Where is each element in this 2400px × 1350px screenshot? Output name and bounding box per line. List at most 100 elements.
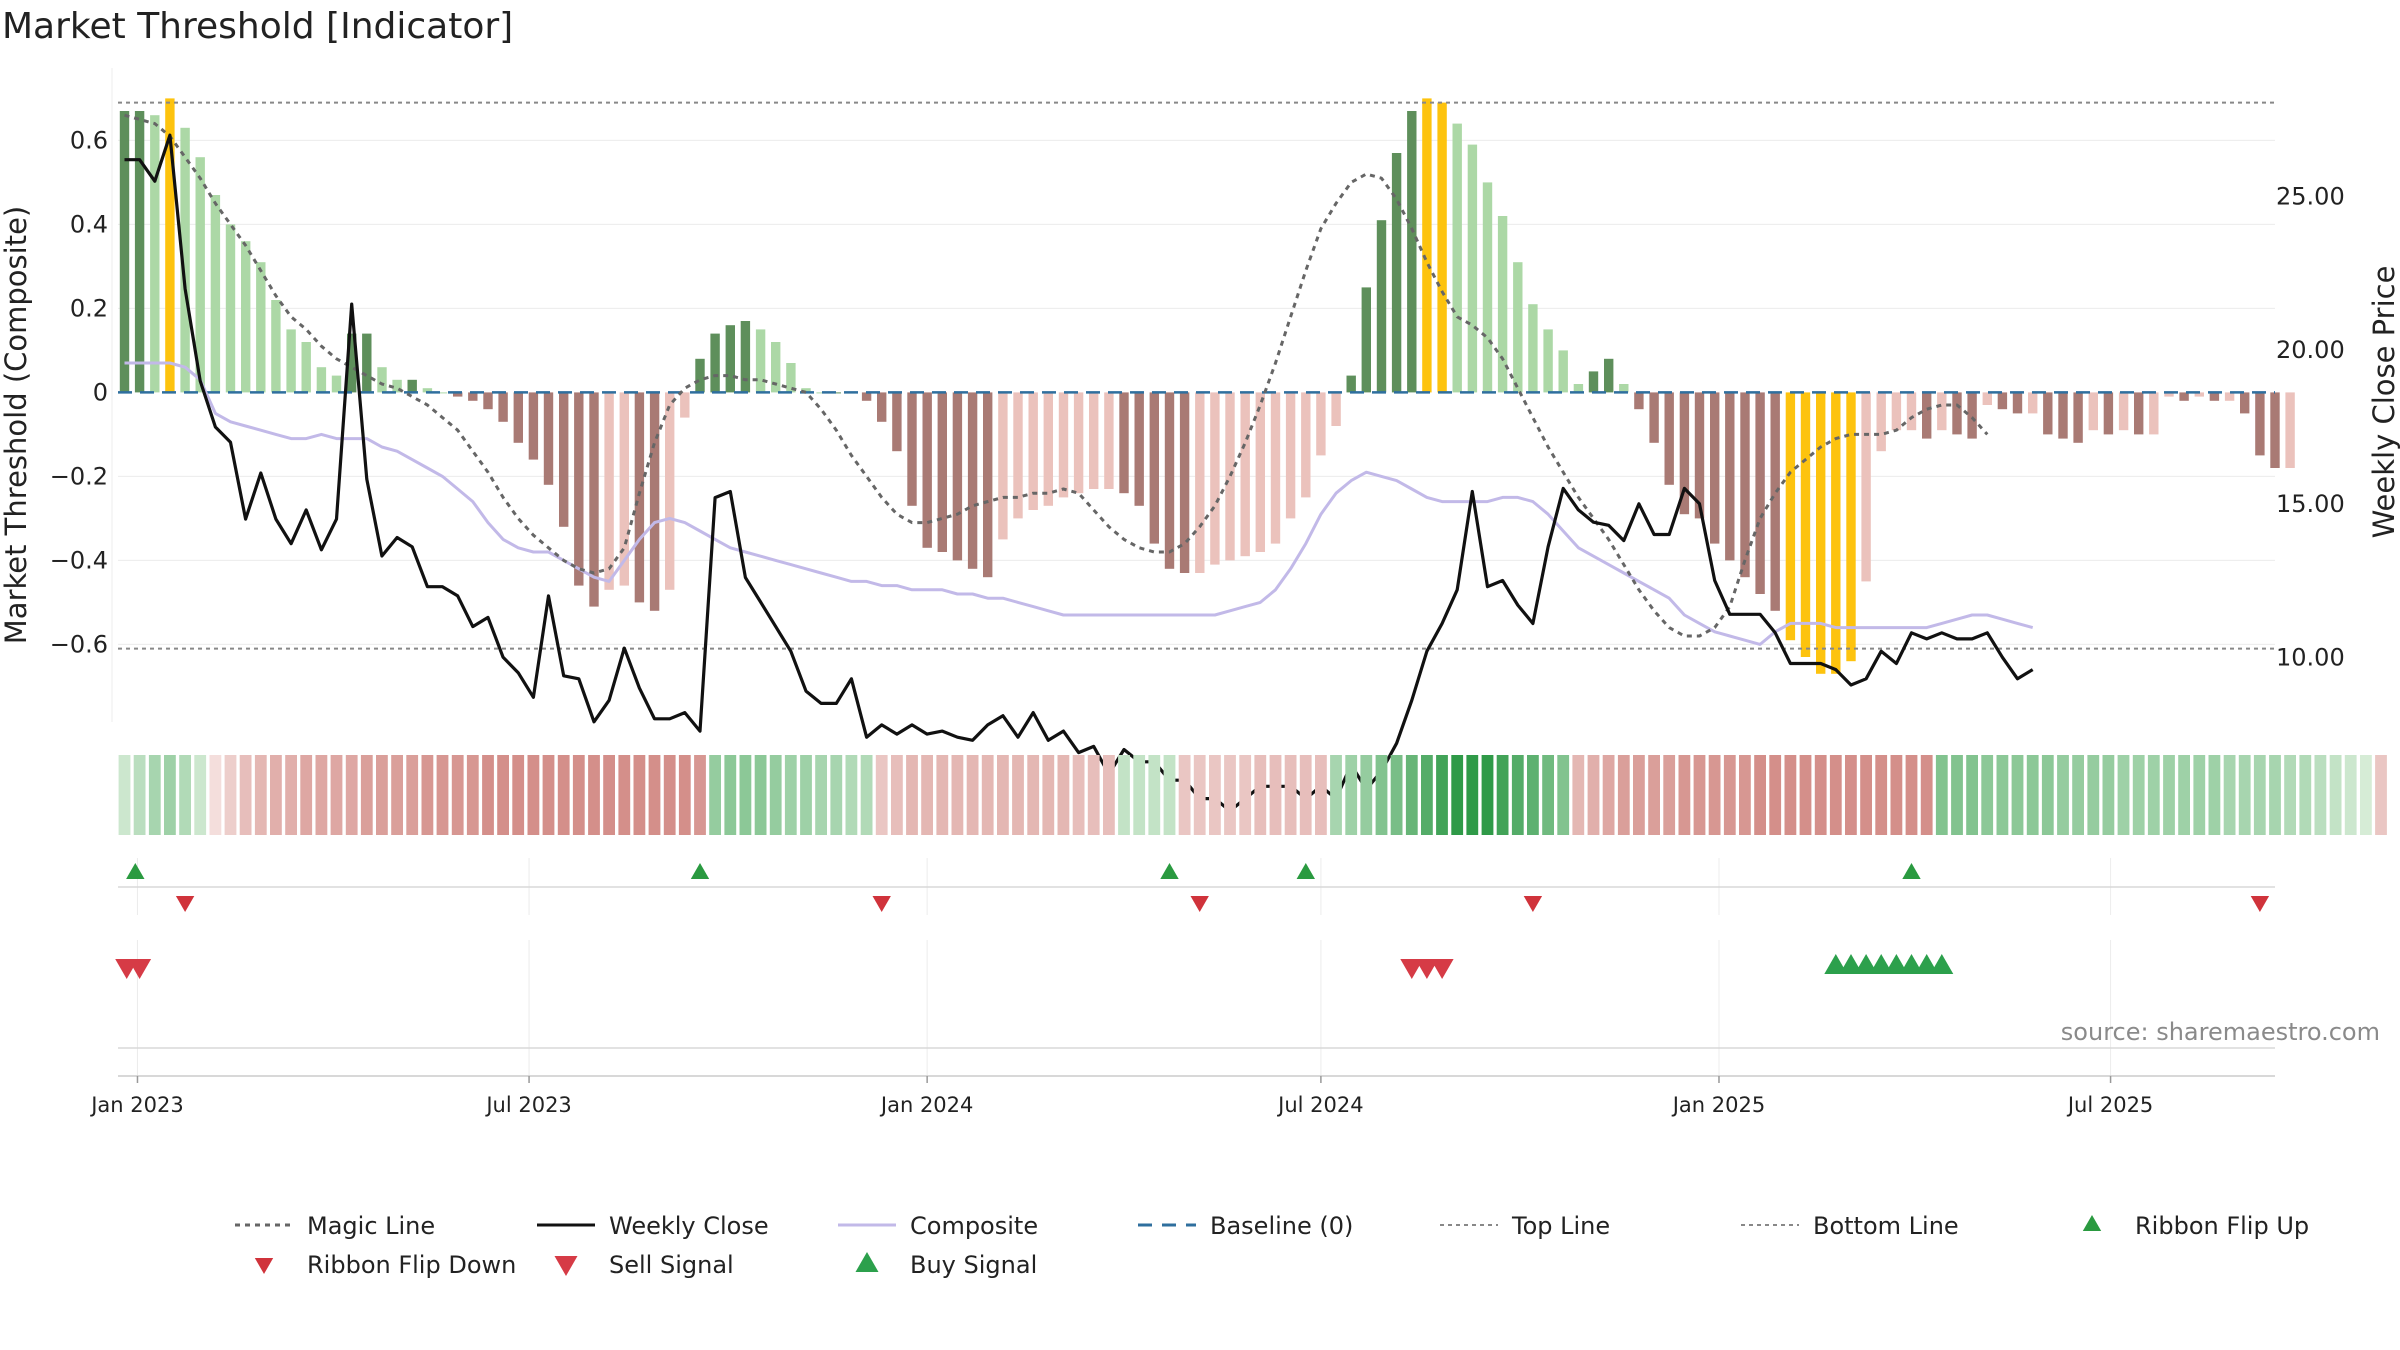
threshold-bar [1316,392,1326,456]
ribbon-cell [376,755,388,835]
ribbon-cell [436,755,449,835]
ribbon-cell [315,755,328,835]
threshold-bar [649,392,660,611]
threshold-bar [1694,392,1705,519]
ribbon-cell [2026,755,2039,835]
weekly-closeseries [124,133,2034,813]
ribbon-cell [1799,755,1812,835]
ribbon-cell [2299,755,2312,835]
ribbon-flip-down-marker [872,896,891,912]
y-tick-label: 0.4 [70,210,108,238]
x-tick-label: Jan 2023 [89,1093,184,1117]
threshold-bar [2255,392,2265,456]
threshold-bar [1543,329,1553,393]
threshold-bar [1391,153,1402,393]
ribbon-cell [1845,755,1857,835]
source-note: source: sharemaestro.com [2061,1018,2380,1046]
threshold-bar [1725,392,1735,561]
ribbon-cell [1254,755,1267,835]
ribbon-cell [542,755,555,835]
threshold-bar [922,392,932,548]
ribbon-cell [2360,755,2372,835]
ribbon-cell [1678,755,1691,835]
ribbon-flip-markers [126,863,2270,912]
threshold-bar [1346,375,1356,393]
threshold-bar [1997,392,2008,410]
ribbon-cell [724,755,737,835]
ribbon-cell [1148,755,1161,835]
ribbon-cell [891,755,903,835]
ribbon-flip-down-marker [1190,896,1209,912]
ribbon-cell [1193,755,1206,835]
threshold-bar [165,98,175,393]
threshold-bar [437,392,448,394]
threshold-bar [1134,392,1144,506]
buy-signal-marker [1869,954,1893,974]
ribbon-cell [1330,755,1342,835]
threshold-bar [1710,392,1720,544]
threshold-bar [952,392,963,561]
threshold-bar [1164,392,1175,569]
ribbon-cell [300,755,313,835]
legend-item: Weekly Close [537,1212,769,1240]
threshold-bar [1831,392,1841,674]
ribbon-cell [1511,755,1524,835]
ribbon-cell [1345,755,1358,835]
threshold-bar [2194,392,2204,397]
y2-axis-ticks: 25.00 20.00 15.00 10.00 [2276,183,2345,672]
ribbon-cell [1390,755,1403,835]
ribbon-cell [2193,755,2206,835]
buy-signal-marker [1900,954,1923,974]
ribbon-cell [2329,755,2342,835]
threshold-bar [2209,392,2220,401]
buy-signal-marker [1824,954,1848,974]
threshold-bar [119,111,130,393]
x-tick-label: Jan 2025 [1671,1093,1766,1117]
ribbon-cell [224,755,237,835]
ribbon-cell [603,755,615,835]
threshold-bar [1376,220,1387,393]
ribbon-flip-up-marker [1902,863,1921,879]
threshold-bar [256,262,266,393]
ribbon-cell [1829,755,1842,835]
threshold-bar [1195,392,1205,573]
y-tick-label: 0.2 [70,294,108,322]
legend-item: Ribbon Flip Up [2082,1212,2309,1240]
legend-item: Bottom Line [1741,1212,1959,1240]
buy-signal-marker [1854,954,1878,974]
ribbon-cell [951,755,964,835]
buy-signal-marker [1884,954,1908,974]
ribbon-cell [1981,755,1994,835]
ribbon-cell [2087,755,2100,835]
legend-item: Top Line [1440,1212,1610,1240]
ribbon-cell [1648,755,1660,835]
signal-markers [115,954,1954,979]
ribbon-cell [1133,755,1146,835]
ribbon-cell [1663,755,1676,835]
y2-tick-label: 15.00 [2276,490,2345,518]
threshold-bar [937,392,947,552]
compositeseries [124,361,2034,646]
ribbon-cell [2178,755,2190,835]
ribbon-cell [1769,755,1782,835]
threshold-bar [528,392,539,460]
threshold-bar [1528,304,1538,393]
threshold-bar [1740,392,1750,578]
ribbon-flip-up-marker [126,863,145,879]
threshold-bar [1967,392,1977,439]
ribbon-cell [1239,755,1252,835]
ribbon-cell [1072,755,1085,835]
ribbon-cell [1572,755,1585,835]
threshold-bar [1604,358,1614,393]
threshold-bar [710,333,720,393]
ribbon-cell [1890,755,1903,835]
threshold-bar [1028,392,1038,510]
threshold-bar [634,392,645,603]
ribbon-cell [784,755,797,835]
ribbon-cell [406,755,419,835]
ribbon-cell [2208,755,2221,835]
threshold-bar [1422,98,1432,393]
ribbon-cell [1284,755,1297,835]
ribbon-cell [1163,755,1176,835]
ribbon-cell [2284,755,2296,835]
